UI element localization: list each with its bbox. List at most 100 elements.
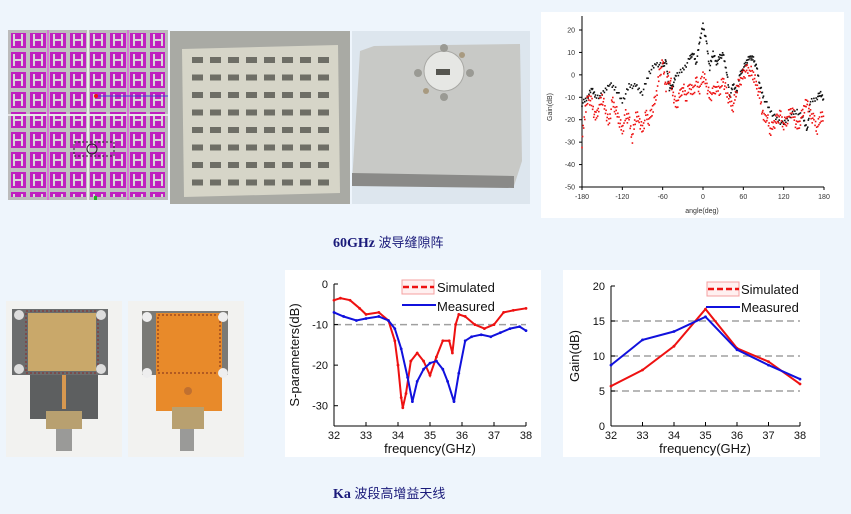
cross-pol-point <box>665 90 667 93</box>
simulated-point <box>332 298 336 302</box>
cross-pol-point <box>693 91 696 94</box>
cross-pol-point <box>594 118 597 121</box>
cross-pol-point <box>716 86 718 88</box>
cross-pol-point <box>706 92 709 95</box>
legend-sim-label: Simulated <box>741 282 799 297</box>
cross-pol-point <box>625 117 628 120</box>
cross-pol-point <box>782 121 784 124</box>
cross-pol-point <box>687 85 689 88</box>
slot-icon <box>246 74 257 81</box>
cross-pol-point <box>604 112 607 115</box>
cross-pol-point <box>712 85 715 88</box>
cross-pol-point <box>759 91 761 93</box>
co-pol-point <box>605 89 608 91</box>
cross-pol-point <box>622 124 624 127</box>
measured-point <box>428 361 432 365</box>
cross-pol-point <box>786 122 789 125</box>
cross-pol-point <box>589 104 591 106</box>
cross-pol-point <box>619 122 621 125</box>
co-pol-point <box>818 95 820 97</box>
cross-pol-point <box>589 99 592 102</box>
cross-pol-point <box>686 92 689 95</box>
co-pol-point <box>806 126 809 128</box>
caption-ka-suffix: 波段高增益天线 <box>354 487 446 502</box>
cross-pol-point <box>781 125 784 128</box>
cross-pol-point <box>789 112 792 115</box>
co-pol-point <box>718 58 721 60</box>
co-pol-point <box>668 83 670 85</box>
cross-pol-point <box>640 121 643 123</box>
cross-pol-point <box>804 98 807 101</box>
cross-pol-point <box>781 116 783 118</box>
slot-icon <box>282 92 293 98</box>
cross-pol-point <box>820 115 823 118</box>
cross-pol-point <box>592 105 595 108</box>
cross-pol-point <box>764 121 767 123</box>
co-pol-point <box>819 94 821 97</box>
co-pol-point <box>821 94 824 96</box>
co-pol-point <box>689 54 691 57</box>
co-pol-point <box>809 103 811 106</box>
cross-pol-point <box>711 93 713 96</box>
cross-pol-point <box>684 99 687 102</box>
co-pol-point <box>688 58 691 60</box>
cross-pol-point <box>631 142 634 144</box>
co-pol-point <box>764 100 767 103</box>
y-axis-label: S-parameters(dB) <box>287 303 302 406</box>
co-pol-point <box>799 112 802 114</box>
cross-pol-point <box>731 104 734 107</box>
cross-pol-point <box>733 94 736 96</box>
legend-sim-label: Simulated <box>437 280 495 295</box>
cross-pol-point <box>683 93 686 96</box>
cross-pol-point <box>643 127 645 130</box>
cross-pol-point <box>725 86 728 89</box>
cross-pol-point <box>813 118 815 121</box>
co-pol-point <box>631 87 634 90</box>
co-pol-point <box>720 57 723 59</box>
simulated-point <box>441 339 445 343</box>
cross-pol-point <box>749 74 751 77</box>
co-pol-point <box>651 65 654 67</box>
co-pol-point <box>696 61 698 63</box>
simulated-point <box>454 323 457 326</box>
cross-pol-point <box>808 104 811 107</box>
co-pol-point <box>729 95 731 97</box>
cross-pol-point <box>585 103 588 106</box>
co-pol-point <box>796 108 798 111</box>
ka-antenna-front-photo-icon <box>6 301 122 457</box>
cross-pol-point <box>650 108 653 111</box>
co-pol-point <box>744 61 747 64</box>
co-pol-point <box>670 84 673 87</box>
cross-pol-point <box>682 87 685 89</box>
co-pol-point <box>587 97 589 99</box>
co-pol-point <box>673 77 676 80</box>
simulated-point <box>401 406 405 410</box>
cross-pol-point <box>673 101 675 104</box>
slot-icon <box>210 109 221 116</box>
cross-pol-point <box>633 119 636 121</box>
cross-pol-point <box>694 77 697 79</box>
cross-pol-point <box>612 96 614 99</box>
cross-pol-point <box>627 112 630 115</box>
caption-60ghz: 60GHz 波导缝隙阵 <box>333 232 444 252</box>
simulated-point <box>798 382 802 386</box>
co-pol-point <box>748 58 750 61</box>
slot-icon <box>210 162 221 168</box>
slot-icon <box>246 144 257 151</box>
simulated-point <box>435 355 438 359</box>
co-pol-point <box>595 97 598 99</box>
co-pol-point <box>756 68 759 70</box>
co-pol-point <box>747 59 749 61</box>
slot-icon <box>300 179 311 186</box>
cross-pol-point <box>607 123 610 126</box>
co-pol-point <box>779 123 782 125</box>
simulated-point <box>396 363 400 367</box>
cross-pol-point <box>803 105 805 107</box>
cross-pol-point <box>774 121 777 123</box>
cross-pol-point <box>718 94 721 96</box>
cross-pol-point <box>768 132 771 135</box>
cross-pol-point <box>742 68 745 71</box>
cross-pol-point <box>715 86 717 88</box>
co-pol-point <box>657 65 659 68</box>
cross-pol-point <box>738 79 741 81</box>
